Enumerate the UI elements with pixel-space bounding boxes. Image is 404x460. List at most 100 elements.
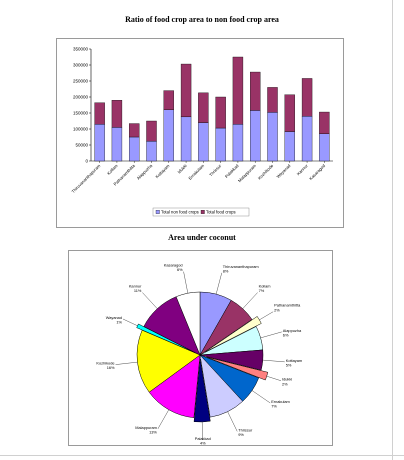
pie-label-name: Ernakulam [271, 399, 290, 404]
bar-segment-food [198, 92, 209, 123]
y-tick-label: 100000 [73, 127, 89, 132]
pie-label-pct: 4% [200, 441, 206, 445]
pie-label-name: Palakkad [195, 436, 211, 441]
bar-segment-non-food [146, 140, 157, 162]
pie-label-pct: 9% [238, 432, 244, 437]
pie-label-pct: 1% [116, 320, 122, 325]
bar-segment-non-food [319, 133, 330, 162]
bar-segment-food [163, 90, 174, 110]
pie-label-name: Kannur [129, 284, 142, 289]
bar-segment-non-food [111, 127, 123, 162]
pie-leader-line [183, 271, 189, 294]
pie-slice-kollam [199, 299, 253, 356]
y-tick-label: 350000 [73, 47, 89, 52]
x-tick-label: Palakkad [224, 163, 240, 179]
pie-slice-malappuram [148, 354, 201, 418]
y-tick-label: 200000 [73, 95, 89, 100]
bar-segment-non-food [301, 116, 313, 162]
y-tick-label: 300000 [73, 63, 89, 68]
y-tick-label: 50000 [75, 143, 88, 148]
bar-chart-title: Ratio of food crop area to non food crop… [125, 15, 279, 24]
pie-label-pct: 2% [274, 307, 280, 312]
pie-leader-line [122, 318, 138, 326]
pie-slice-pathanamthitta [205, 316, 262, 353]
pie-label-pct: 16% [107, 365, 115, 370]
pie-label-name: Wayanad [106, 315, 122, 320]
pie-slice-kozhikode [136, 329, 201, 393]
page-divider-right [392, 0, 393, 460]
pie-leader-line [215, 272, 222, 295]
x-tick-label: Thrissur [208, 163, 223, 178]
bar-segment-food [180, 63, 192, 118]
pie-leader-line [259, 311, 274, 321]
pie-label-name: Pathanamthitta [274, 303, 301, 308]
pie-label-pct: 6% [177, 267, 183, 272]
bar-segment-non-food [250, 110, 261, 162]
bar-segment-non-food [284, 131, 295, 162]
x-tick-label: Idukki [176, 163, 187, 174]
x-tick-label: Kasaragod [308, 163, 326, 181]
x-tick-label: Ernakulam [187, 163, 205, 181]
pie-label-pct: 5% [286, 362, 292, 367]
x-tick-label: Thiruvananthapuram [70, 163, 101, 194]
pie-label-name: Malappuram [135, 425, 157, 430]
bar-segment-non-food [215, 127, 226, 162]
pie-label-name: Alappuzha [283, 328, 302, 333]
x-tick-label: Kottayam [154, 163, 170, 179]
bar-segment-non-food [163, 109, 174, 162]
pie-label-pct: 8% [223, 268, 229, 273]
legend-swatch [155, 210, 160, 214]
pie-label-pct: 11% [134, 288, 142, 293]
pie-label-pct: 7% [271, 404, 277, 409]
y-tick-label: 0 [85, 159, 88, 164]
bar-segment-food [301, 78, 313, 117]
y-tick-label: 250000 [73, 79, 89, 84]
bar-segment-food [319, 111, 330, 134]
bar-segment-non-food [180, 116, 192, 162]
pie-leader-line [115, 361, 138, 365]
bar-segment-food [232, 56, 244, 125]
bar-segment-non-food [129, 136, 140, 162]
pie-leader-line [251, 390, 271, 404]
pie-label-pct: 2% [282, 381, 288, 386]
bar-segment-non-food [267, 112, 278, 162]
legend-swatch [200, 210, 205, 214]
pie-label-name: Idukki [282, 377, 292, 382]
pie-leader-line [157, 409, 169, 429]
legend-label: Total food crops [206, 209, 236, 214]
pie-leader-line [201, 421, 203, 440]
pie-leader-line [142, 292, 158, 309]
x-tick-label: Kozhikode [257, 163, 275, 181]
x-tick-label: Kannur [296, 163, 310, 177]
pie-label-pct: 6% [283, 332, 289, 337]
pie-chart-svg: Thiruvananthapuram8%Kollam7%Pathanamthit… [96, 263, 302, 446]
pie-chart-title: Area under coconut [168, 233, 236, 242]
bar-segment-food [146, 120, 157, 142]
pie-label-name: Thiruvananthapuram [223, 264, 259, 269]
pie-label-name: Kottayam [286, 358, 302, 363]
bar-segment-food [284, 94, 295, 132]
bar-segment-food [111, 100, 123, 128]
bar-segment-non-food [198, 122, 209, 162]
pie-label-name: Thrissur [238, 427, 253, 432]
pie-label-pct: 13% [149, 429, 157, 434]
pie-label-pct: 7% [259, 288, 265, 293]
bar-segment-non-food [232, 124, 244, 162]
pie-slice-thrissur [199, 354, 244, 418]
pie-leader-line [266, 376, 282, 381]
pie-label-name: Kasaragod [164, 263, 183, 268]
pie-leader-line [262, 359, 285, 363]
x-tick-label: Alappuzha [136, 163, 154, 181]
y-tick-label: 150000 [73, 111, 89, 116]
pie-chart-frame: Thiruvananthapuram 8% Kollam 7% Pathanamthit… [68, 250, 333, 446]
pie-label-name: Kollam [259, 284, 271, 289]
bar-segment-food [267, 87, 278, 113]
bar-segment-food [250, 71, 261, 111]
bar-segment-non-food [94, 124, 105, 162]
bar-chart-frame: 0 50000 100000 150000 200000 250000 300000 3500… [56, 38, 344, 228]
pie-slice-kasaragod [175, 291, 201, 356]
bar-segment-food [129, 123, 140, 138]
page-divider-bottom [0, 455, 404, 456]
x-tick-label: Wayanad [276, 163, 292, 179]
pie-leader-line [260, 331, 282, 339]
